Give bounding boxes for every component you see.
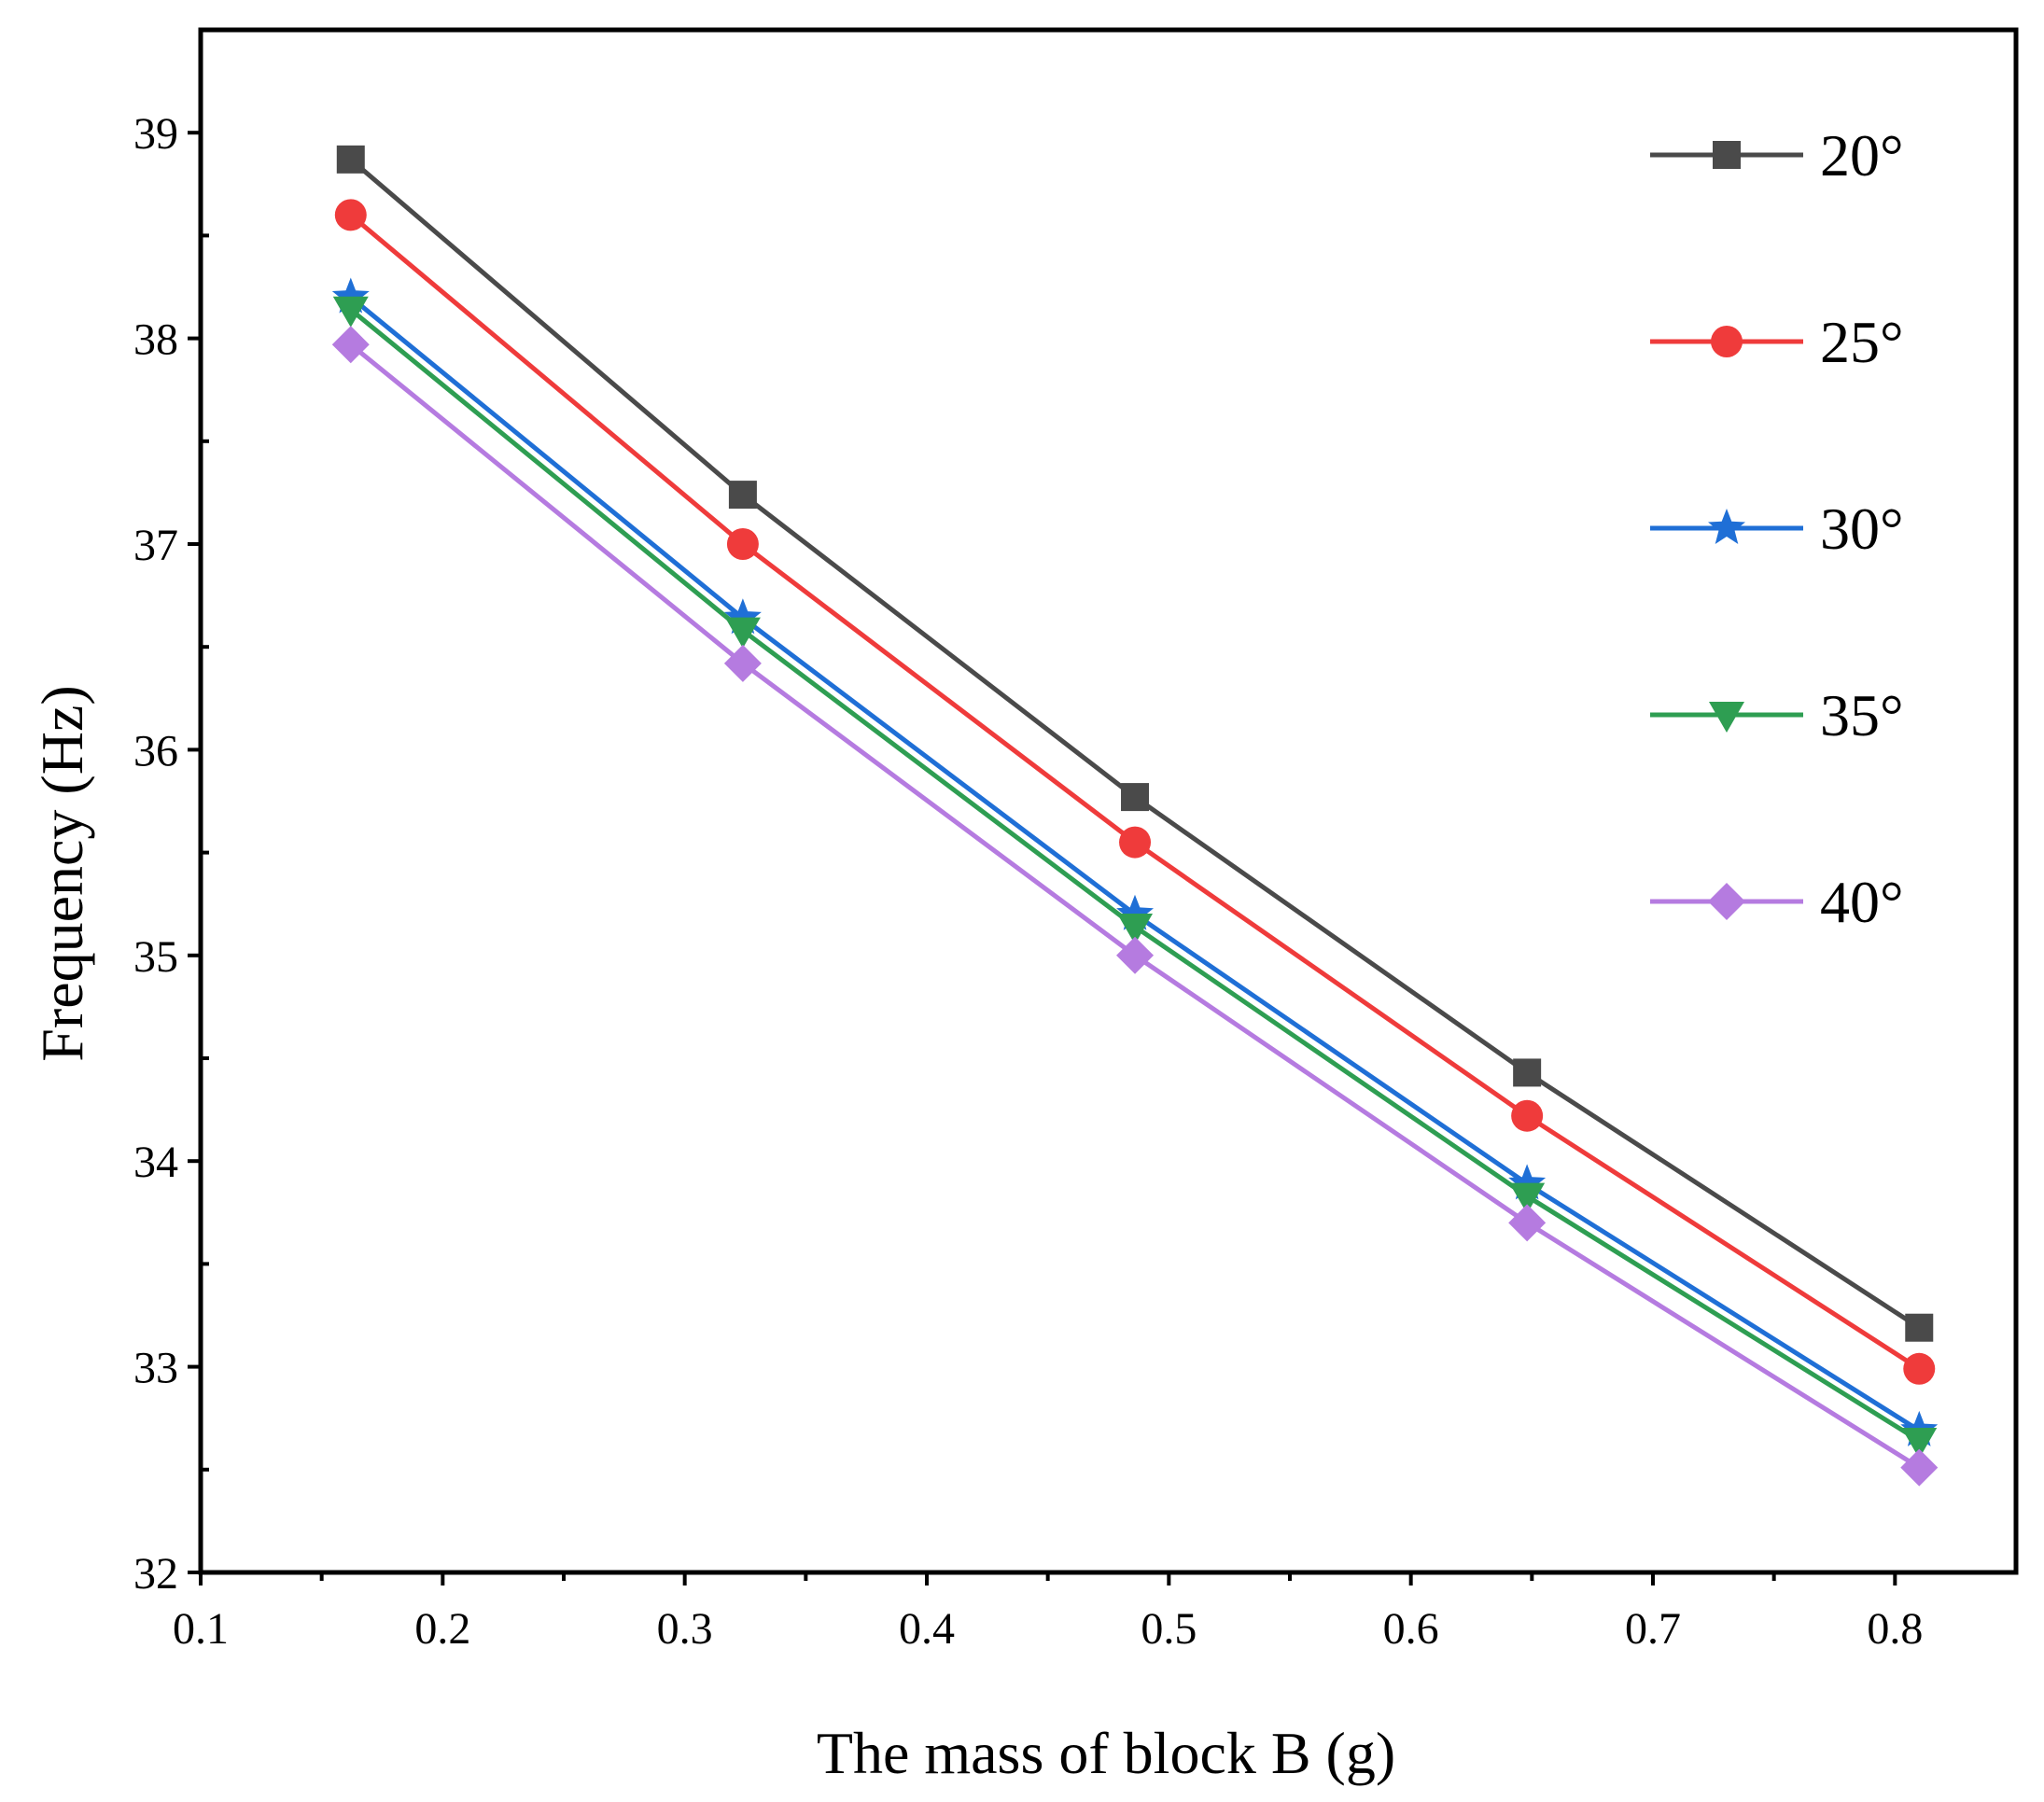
y-tick-label: 35 <box>133 932 178 982</box>
legend-label: 20° <box>1820 122 1904 189</box>
legend-swatch-marker <box>1711 326 1743 357</box>
series-4 <box>331 326 1939 1487</box>
x-tick-label: 0.1 <box>173 1604 229 1654</box>
y-tick-label: 38 <box>133 315 178 365</box>
x-tick-label: 0.3 <box>657 1604 713 1654</box>
data-point <box>1509 1182 1546 1214</box>
data-point <box>332 296 369 328</box>
legend-item: 35° <box>1650 682 1904 748</box>
data-point <box>331 277 370 314</box>
plot-frame <box>198 27 2019 1575</box>
legend-item: 30° <box>1650 496 1904 562</box>
y-tick-label: 39 <box>133 109 178 159</box>
series-1 <box>334 199 1936 1385</box>
y-tick-label: 32 <box>133 1549 178 1599</box>
data-point <box>1511 1099 1544 1132</box>
data-point <box>331 326 370 364</box>
legend-label: 25° <box>1820 309 1904 375</box>
legend: 20° 25° 30° 35° 40° <box>1650 122 1904 935</box>
legend-label: 40° <box>1820 869 1904 935</box>
x-tick-label: 0.4 <box>899 1604 955 1654</box>
legend-item: 40° <box>1650 869 1904 935</box>
x-tick-label: 0.2 <box>414 1604 470 1654</box>
axes-layer: 0.1 0.2 0.3 0.4 0.5 0.6 0.7 0.8 32 33 34 35 36 37 38 39 <box>133 27 2019 1654</box>
data-point <box>1513 1058 1542 1087</box>
legend-item: 20° <box>1650 122 1904 189</box>
x-tick-label: 0.7 <box>1625 1604 1681 1654</box>
data-point <box>1905 1313 1934 1342</box>
data-point <box>1117 913 1154 944</box>
data-point <box>1900 1448 1939 1487</box>
y-tick-label: 37 <box>133 521 178 570</box>
data-point <box>1116 936 1155 974</box>
data-point <box>1903 1352 1936 1385</box>
y-tick-label: 34 <box>133 1138 178 1187</box>
data-point <box>723 598 762 635</box>
x-tick-label: 0.6 <box>1383 1604 1439 1654</box>
y-tick-label: 33 <box>133 1344 178 1393</box>
data-point <box>724 617 761 649</box>
legend-swatch-marker <box>1708 509 1745 544</box>
legend-item: 25° <box>1650 309 1904 375</box>
data-point <box>1508 1204 1547 1242</box>
series-3 <box>332 296 1938 1459</box>
x-axis-title: The mass of block B (g) <box>817 1720 1395 1786</box>
data-point <box>726 528 759 560</box>
data-point <box>336 145 365 174</box>
data-point <box>723 644 762 682</box>
legend-swatch-marker <box>1713 141 1741 169</box>
legend-swatch-marker <box>1708 883 1745 920</box>
legend-swatch-marker <box>1709 702 1744 733</box>
legend-label: 30° <box>1820 496 1904 562</box>
legend-label: 35° <box>1820 682 1904 748</box>
series-0 <box>336 145 1934 1342</box>
data-point <box>1508 1164 1547 1200</box>
data-point <box>1121 783 1150 812</box>
x-tick-label: 0.5 <box>1141 1604 1197 1654</box>
data-point <box>1901 1427 1938 1459</box>
series-layer <box>331 145 1939 1487</box>
x-tick-label: 0.8 <box>1867 1604 1923 1654</box>
data-point <box>1116 894 1154 930</box>
y-tick-label: 36 <box>133 726 178 775</box>
data-point <box>334 199 367 231</box>
y-axis-title: Frequency (Hz) <box>29 685 95 1061</box>
data-point <box>728 481 757 510</box>
data-point <box>1119 826 1152 859</box>
